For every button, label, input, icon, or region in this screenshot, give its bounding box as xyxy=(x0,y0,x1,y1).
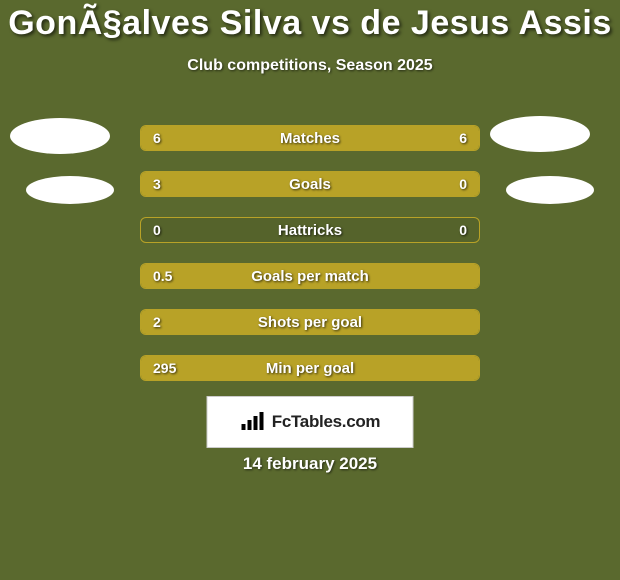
comparison-subtitle: Club competitions, Season 2025 xyxy=(0,43,620,75)
player-right-photo-top xyxy=(490,116,590,152)
brand-text: FcTables.com xyxy=(272,412,381,432)
brand-box: FcTables.com xyxy=(207,396,414,448)
stat-fill-left xyxy=(141,310,479,334)
stat-fill-left xyxy=(141,356,479,380)
stat-fill-left xyxy=(141,264,479,288)
stat-row: 66Matches xyxy=(140,125,480,151)
stat-row: 2Shots per goal xyxy=(140,309,480,335)
stat-value-right: 0 xyxy=(459,218,467,242)
player-left-photo-mid xyxy=(26,176,114,204)
stat-label: Hattricks xyxy=(141,218,479,242)
comparison-title: GonÃ§alves Silva vs de Jesus Assis xyxy=(0,0,620,43)
stat-value-left: 0 xyxy=(153,218,161,242)
stat-fill-left xyxy=(141,172,401,196)
stat-row: 0.5Goals per match xyxy=(140,263,480,289)
stat-row: 30Goals xyxy=(140,171,480,197)
stat-row: 0 0Hattricks xyxy=(140,217,480,243)
stat-fill-right xyxy=(401,172,479,196)
bars-icon xyxy=(240,412,268,432)
stat-fill-left xyxy=(141,126,310,150)
stat-rows: 66Matches 30Goals 0 0Hattricks 0.5Goals per … xyxy=(140,125,480,401)
stat-row: 295Min per goal xyxy=(140,355,480,381)
player-left-photo-top xyxy=(10,118,110,154)
footer-date: 14 february 2025 xyxy=(0,454,620,474)
player-right-photo-mid xyxy=(506,176,594,204)
stat-fill-right xyxy=(310,126,479,150)
